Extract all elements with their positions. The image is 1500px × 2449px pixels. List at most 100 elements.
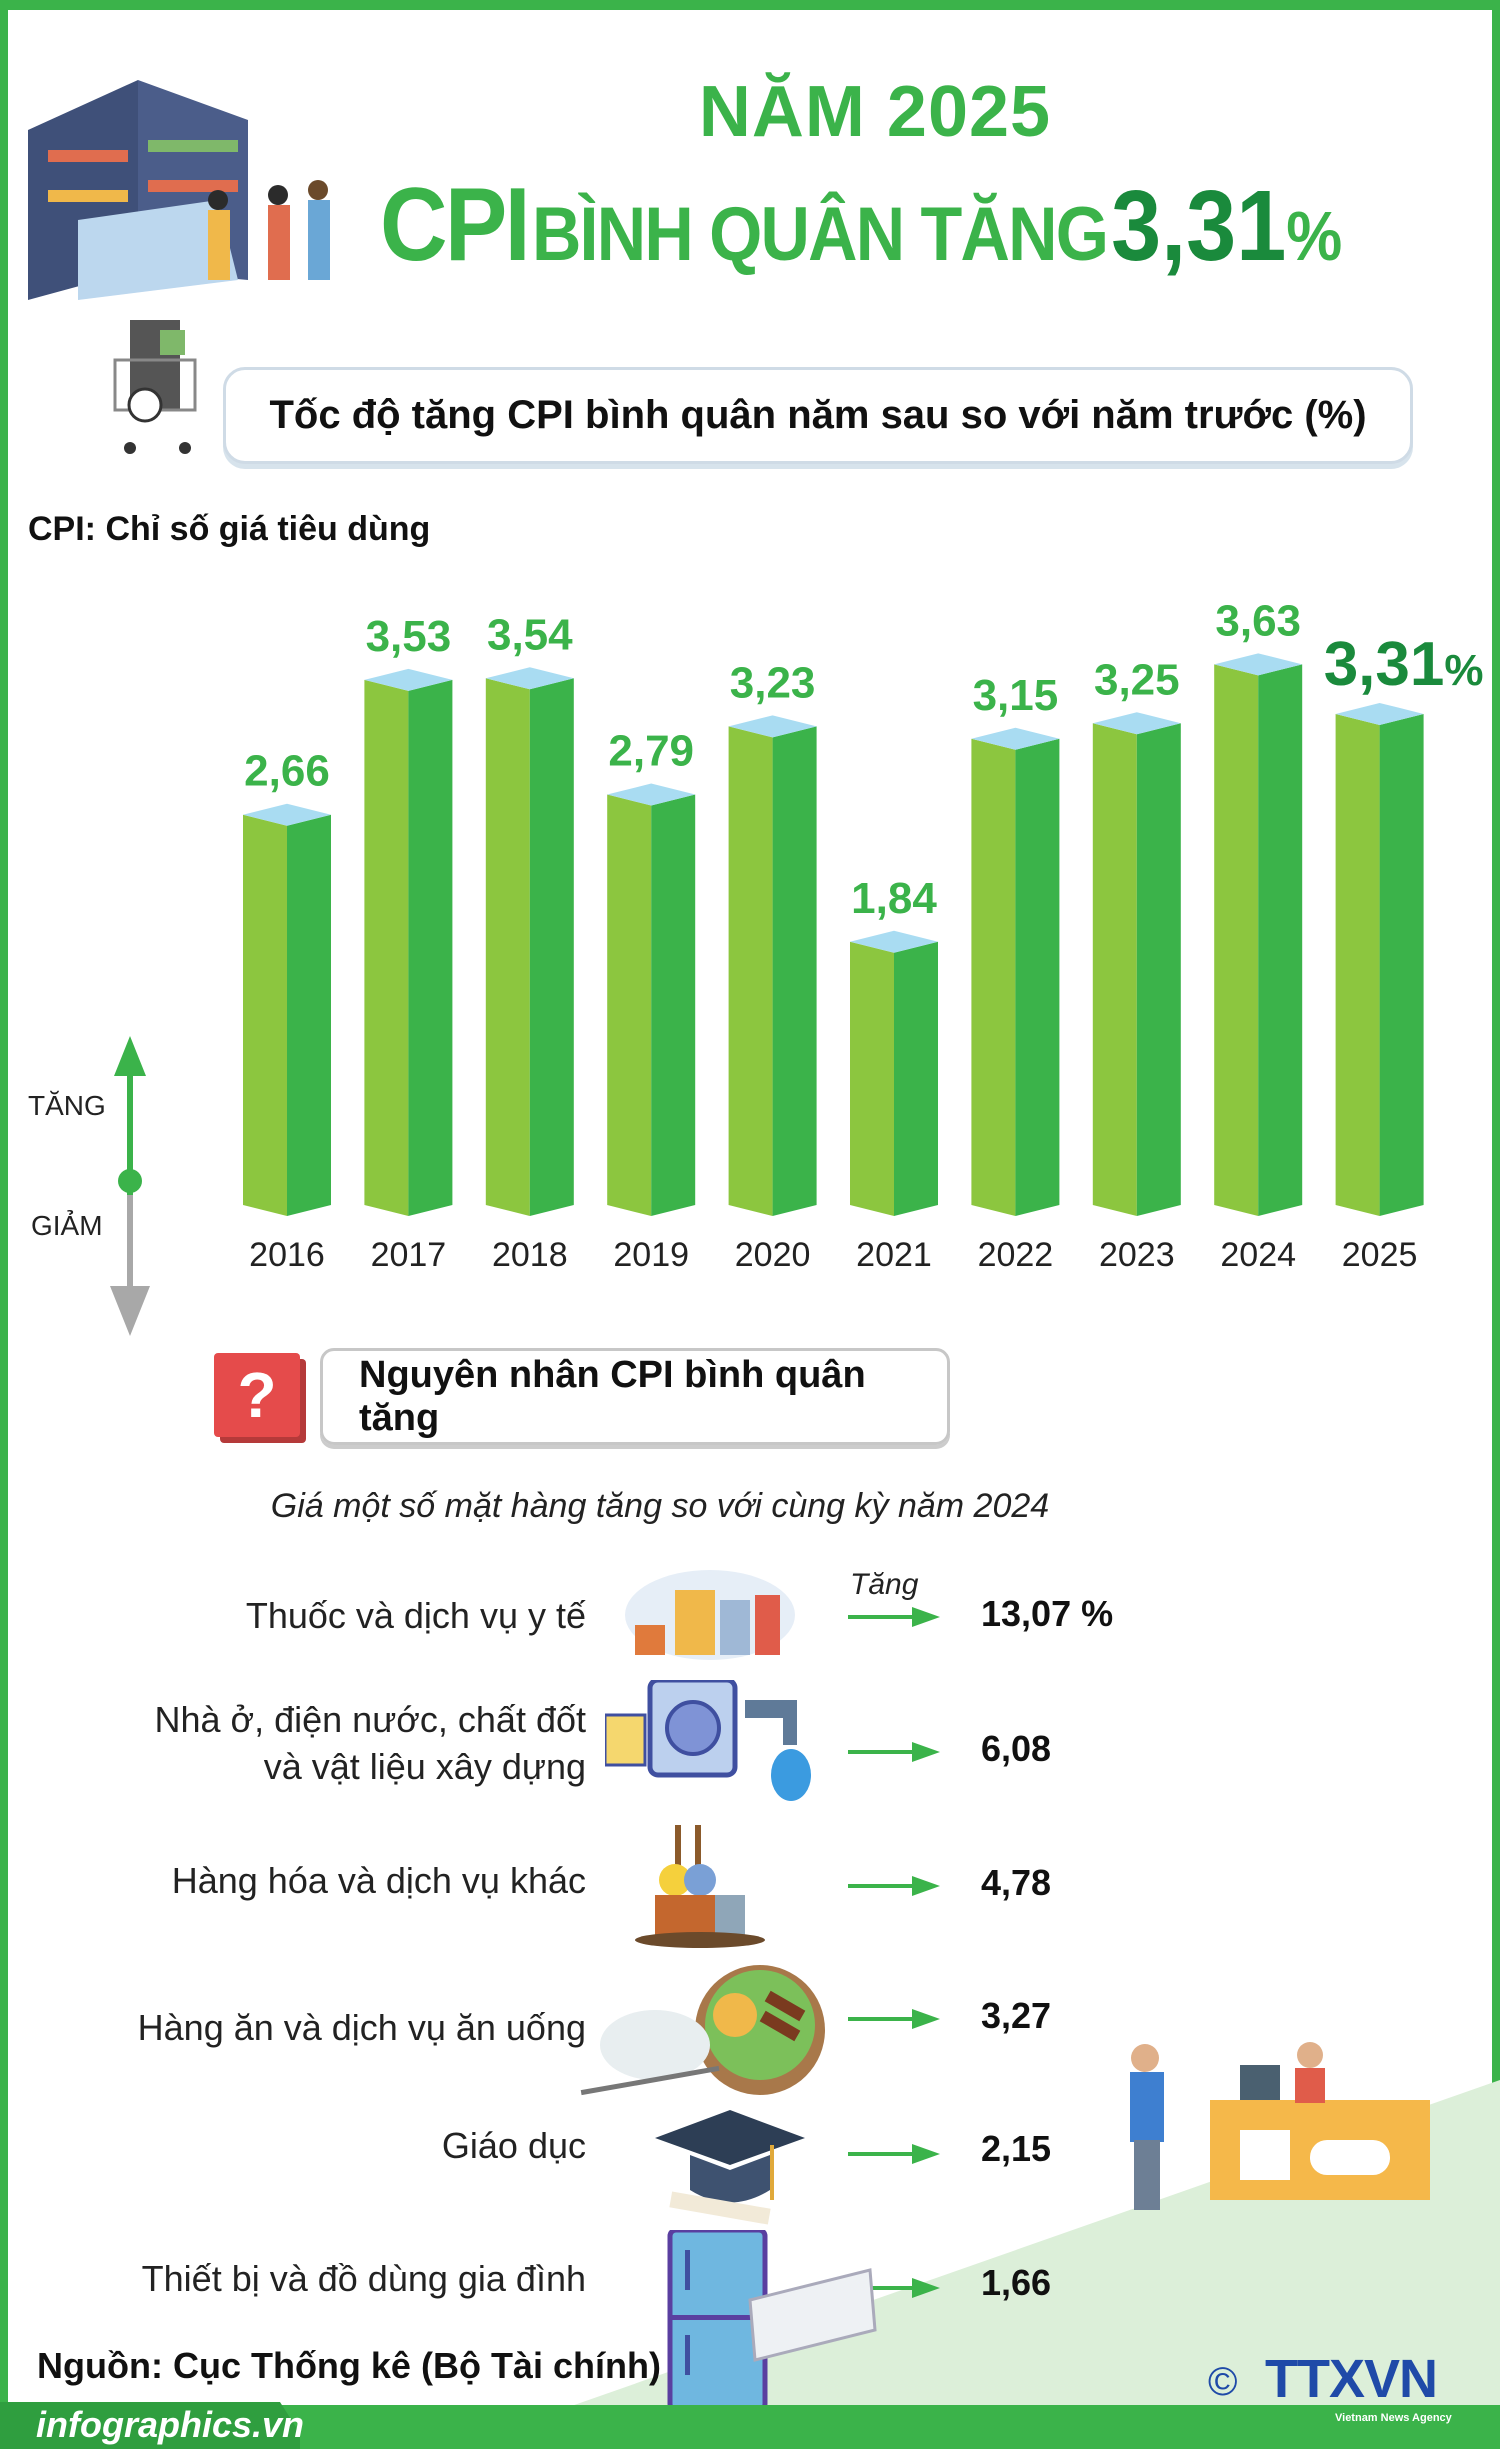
bar-top-face	[1092, 712, 1181, 735]
bar-left-face	[1335, 713, 1380, 1216]
arrow-right-icon	[848, 1876, 940, 1896]
bar-value-label: 3,15	[973, 671, 1059, 720]
bar-value-label: 3,25	[1094, 655, 1180, 704]
x-tick-label: 2017	[371, 1236, 447, 1274]
headline-text: BÌNH QUÂN TĂNG	[531, 192, 1109, 277]
x-tick-label: 2024	[1220, 1236, 1296, 1274]
cause-label: Hàng hóa và dịch vụ khác	[171, 1860, 586, 1901]
bar-right-face	[408, 679, 453, 1216]
bar-top-face	[485, 667, 574, 690]
bar-top-face	[728, 715, 817, 738]
bar-right-face	[894, 941, 938, 1216]
legend-up: TĂNG	[28, 1090, 106, 1121]
causes-heading: Nguyên nhân CPI bình quân tăng	[320, 1348, 950, 1445]
arrow-right-icon	[848, 2009, 940, 2029]
bar-left-face	[728, 726, 773, 1216]
causes-subtitle: Giá một số mặt hàng tăng so với cùng kỳ …	[270, 1487, 1050, 1525]
cause-value: 4,78	[981, 1862, 1052, 1903]
x-tick-label: 2025	[1342, 1236, 1418, 1274]
medicine-icon	[625, 1570, 795, 1660]
cause-label: Hàng ăn và dịch vụ ăn uống	[137, 2007, 586, 2048]
bar-top-face	[1335, 702, 1424, 725]
cause-label: Thuốc và dịch vụ y tế	[245, 1595, 586, 1636]
bar-left-face	[850, 941, 894, 1216]
bar-top-face	[607, 783, 696, 806]
bar-2016: 2,66 2016	[243, 747, 331, 1274]
food-icon	[580, 1965, 825, 2096]
headline-cpi: CPI	[380, 167, 531, 283]
bar-value-label: 3,54	[487, 610, 573, 659]
bar-right-face	[651, 794, 696, 1216]
bar-right-face	[1379, 713, 1424, 1216]
increase-label: Tăng	[850, 1568, 919, 1601]
cause-label: Giáo dục	[441, 2125, 586, 2166]
question-icon: ?	[214, 1353, 300, 1437]
bar-right-face	[1258, 664, 1303, 1216]
x-tick-label: 2022	[978, 1236, 1054, 1274]
bar-2024: 3,63 2024	[1214, 596, 1303, 1274]
cause-label: Nhà ở, điện nước, chất đốt và vật liệu x…	[154, 1699, 586, 1787]
arrow-right-icon	[848, 1742, 940, 1762]
bar-value-label: 3,23	[730, 658, 816, 707]
percent-suffix: %	[1444, 646, 1483, 695]
bar-2021: 1,84 2021	[850, 874, 938, 1274]
bar-right-face	[529, 678, 574, 1216]
bar-left-face	[1214, 664, 1259, 1216]
bar-2018: 3,54 2018	[485, 610, 574, 1274]
arrow-right-icon	[848, 1607, 940, 1627]
bar-2022: 3,15 2022	[971, 671, 1060, 1274]
bar-value-label: 2,66	[244, 747, 330, 796]
bar-value-label: 3,31%	[1324, 630, 1484, 699]
shopkeeper-illustration	[1130, 2042, 1430, 2210]
source-note: Nguồn: Cục Thống kê (Bộ Tài chính)	[37, 2345, 661, 2386]
x-tick-label: 2019	[613, 1236, 689, 1274]
up-down-arrow-icon	[110, 1036, 150, 1336]
headline-value: 3,31	[1111, 170, 1287, 282]
bar-value-label: 1,84	[851, 874, 937, 923]
bar-left-face	[364, 679, 409, 1216]
shopping-cart-illustration	[113, 320, 197, 454]
cause-label: Thiết bị và đồ dùng gia đình	[141, 2258, 586, 2299]
ttxvn-logo-subtitle: Vietnam News Agency	[1335, 2412, 1452, 2424]
bar-top-face	[364, 668, 453, 691]
cause-value: 2,15	[981, 2128, 1052, 2169]
cause-value: 13,07 %	[981, 1593, 1114, 1634]
bar-2020: 3,23 2020	[728, 658, 817, 1274]
bar-left-face	[607, 794, 652, 1216]
bar-left-face	[1092, 723, 1137, 1216]
graduation-cap-icon	[655, 2110, 805, 2225]
x-tick-label: 2021	[856, 1236, 932, 1274]
year-title: NĂM 2025	[698, 72, 1052, 152]
cpi-definition: CPI: Chỉ số giá tiêu dùng	[28, 510, 431, 548]
bar-2017: 3,53 2017	[364, 612, 453, 1274]
footer-site-link[interactable]: infographics.vn	[36, 2404, 305, 2445]
bar-left-face	[485, 678, 530, 1216]
bar-2023: 3,25 2023	[1092, 655, 1181, 1274]
bar-top-face	[243, 803, 331, 826]
bar-left-face	[243, 814, 287, 1216]
chart-title-box: Tốc độ tăng CPI bình quân năm sau so với…	[223, 367, 1413, 464]
headline: CPI BÌNH QUÂN TĂNG 3,31%	[380, 168, 1342, 282]
bar-top-face	[1214, 653, 1303, 676]
x-tick-label: 2016	[249, 1236, 325, 1274]
footer-tab	[0, 2402, 300, 2449]
bar-right-face	[1136, 723, 1181, 1216]
supermarket-illustration	[28, 80, 330, 300]
arrow-right-icon	[848, 2144, 940, 2164]
bar-right-face	[287, 814, 331, 1216]
x-tick-label: 2018	[492, 1236, 568, 1274]
bar-right-face	[772, 726, 817, 1216]
cause-value: 3,27	[981, 1995, 1052, 2036]
bar-top-face	[850, 930, 938, 953]
bar-2025: 3,31% 2025	[1324, 630, 1484, 1274]
cpi-bar-chart: 2,66 2016 3,53 2017 3,54 2018 2,79 2019 3,23 2020…	[243, 596, 1484, 1274]
bar-left-face	[971, 738, 1016, 1216]
bar-top-face	[971, 727, 1060, 750]
legend-down: GIẢM	[31, 1210, 103, 1241]
headline-percent: %	[1286, 197, 1343, 275]
bar-value-label: 3,63	[1215, 596, 1301, 645]
cause-value: 1,66	[981, 2262, 1052, 2303]
appliance-icon	[667, 2230, 877, 2413]
arrow-right-icon	[848, 2278, 940, 2298]
